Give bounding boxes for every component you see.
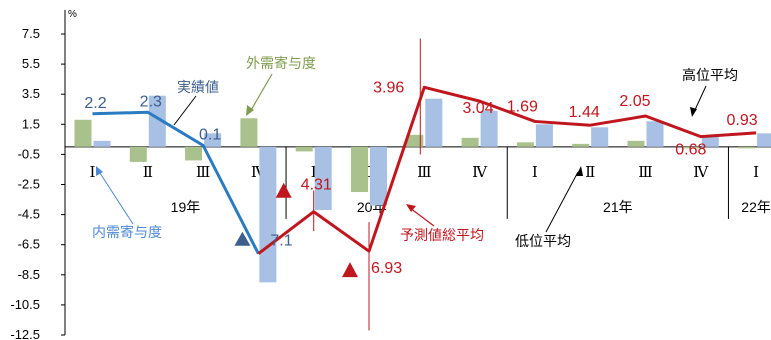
external-bar <box>682 146 700 149</box>
annotation-high: 高位平均 <box>682 67 738 83</box>
arrowhead <box>96 166 103 176</box>
annotation-external: 外需寄与度 <box>246 55 316 71</box>
negative-marker-triangle <box>275 182 292 198</box>
y-tick-label: 3.5 <box>22 86 40 101</box>
x-tick-label: Ⅳ <box>693 165 709 181</box>
annotation-leader <box>173 95 197 126</box>
domestic-bar <box>757 133 771 147</box>
arrowhead <box>406 204 416 212</box>
annotation-leader <box>97 169 134 225</box>
domestic-bar <box>204 133 222 147</box>
x-tick-label: Ⅱ <box>364 165 374 181</box>
domestic-bar <box>591 127 609 147</box>
y-tick-label: -12.5 <box>10 327 40 340</box>
annotation-actual: 実績値 <box>177 79 219 95</box>
year-label: 22年 <box>741 199 771 215</box>
annotation-leader <box>409 207 435 227</box>
external-bar <box>129 146 147 162</box>
external-bar <box>738 146 756 149</box>
axes-layer: % 7.5 5.5 3.5 1.5 -0.5 -2.5 -4.5 -6.5 -8.5 -10.5 -1… <box>10 9 771 340</box>
actual-data-label: 0.1 <box>199 126 221 143</box>
domestic-bar <box>148 95 166 147</box>
y-tick-label: -0.5 <box>18 146 40 161</box>
domestic-bar <box>425 98 443 147</box>
arrowhead <box>246 105 254 116</box>
external-bar <box>351 146 368 193</box>
external-bar <box>516 142 534 147</box>
lines-layer <box>92 85 757 255</box>
domestic-bar <box>701 136 719 147</box>
actual-data-label: 2.3 <box>140 93 162 110</box>
domestic-bar <box>93 140 111 147</box>
external-bar <box>240 118 258 147</box>
actual-data-label: 2.2 <box>84 95 106 112</box>
annotation-low: 低位平均 <box>515 233 571 249</box>
x-tick-label: Ⅰ <box>311 165 317 181</box>
forecast-data-label: 4.31 <box>301 177 332 194</box>
year-label: 19年 <box>171 199 201 215</box>
actual-line <box>92 110 260 255</box>
annotation-domestic: 内需寄与度 <box>92 224 162 240</box>
forecast-data-label: 1.69 <box>507 98 538 115</box>
x-tick-label: Ⅱ <box>143 165 153 181</box>
x-tick-label: Ⅰ <box>753 165 759 181</box>
actual-data-label: 7.1 <box>270 233 292 250</box>
y-tick-label: -4.5 <box>18 207 40 222</box>
annotation-leader <box>545 171 579 233</box>
external-bar <box>461 137 479 147</box>
y-tick-label: -2.5 <box>18 177 40 192</box>
x-tick-label: Ⅰ <box>532 165 538 181</box>
x-tick-label: Ⅳ <box>472 165 488 181</box>
external-bar <box>406 134 424 147</box>
y-tick-label: 1.5 <box>22 116 40 131</box>
x-tick-label: Ⅲ <box>417 165 431 181</box>
domestic-bar <box>535 124 553 147</box>
y-tick-label: -10.5 <box>10 297 40 312</box>
annotation-forecast: 予測値総平均 <box>400 227 484 243</box>
forecast-data-label: 0.68 <box>675 142 706 159</box>
domestic-bar <box>314 146 332 211</box>
external-bar <box>295 146 313 152</box>
y-tick-label: -8.5 <box>18 267 40 282</box>
forecast-data-label: 6.93 <box>371 260 402 277</box>
x-tick-label: Ⅰ <box>90 165 96 181</box>
forecast-data-label: 2.05 <box>619 93 650 110</box>
negative-marker-triangle <box>342 262 358 278</box>
domestic-bar <box>259 146 277 283</box>
forecast-data-label: 3.96 <box>373 79 404 96</box>
forecast-line <box>257 85 757 255</box>
year-label: 21年 <box>603 199 633 215</box>
annotation-leader <box>249 73 273 113</box>
external-bar <box>627 140 645 147</box>
annotation-leader <box>693 85 707 113</box>
external-bar <box>572 143 590 147</box>
forecast-data-label: 0.93 <box>727 112 758 129</box>
external-bar <box>74 119 92 147</box>
domestic-bar <box>370 146 387 206</box>
negative-marker-triangle <box>234 231 251 246</box>
x-tick-label: Ⅱ <box>585 165 595 181</box>
y-tick-label: -6.5 <box>18 237 40 252</box>
domestic-bar <box>480 110 498 147</box>
arrowhead <box>690 107 697 117</box>
unit-label: % <box>68 9 77 20</box>
bars-layer <box>74 95 771 283</box>
forecast-data-label: 3.04 <box>462 100 493 117</box>
domestic-bar <box>646 121 664 147</box>
arrowhead <box>576 166 583 176</box>
x-tick-label: Ⅲ <box>638 165 652 181</box>
y-tick-label: 5.5 <box>22 56 40 71</box>
forecast-data-label: 1.44 <box>569 104 600 121</box>
y-tick-label: 7.5 <box>22 26 40 41</box>
x-tick-label: Ⅲ <box>196 165 210 181</box>
external-bar <box>185 146 203 161</box>
labels-layer: 2.2 2.3 0.1 7.1 4.31 6.93 3.96 3.04 1.69 1.44 2.05… <box>84 55 758 278</box>
